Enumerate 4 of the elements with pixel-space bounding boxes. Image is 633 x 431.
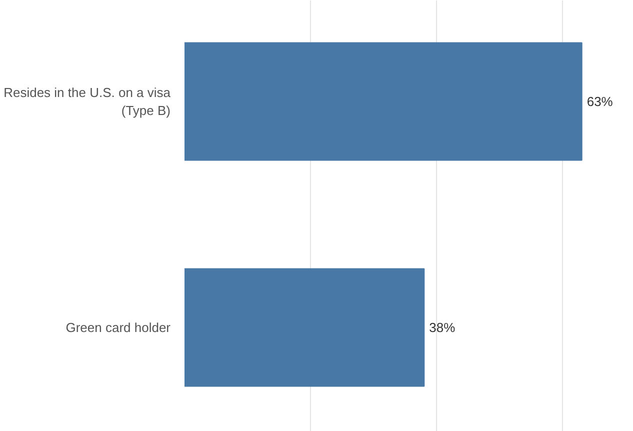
y-tick-label: Resides in the U.S. on a visa (Type B) [4,85,172,118]
data-label: 63% [586,94,614,110]
y-tick-label: Green card holder [66,320,172,336]
data-label: 38% [429,320,456,336]
